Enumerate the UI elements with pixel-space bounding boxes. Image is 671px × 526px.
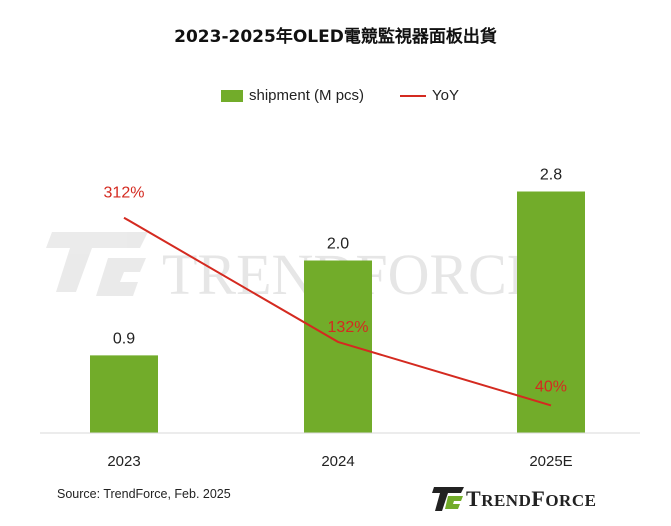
bar-value-label: 0.9 — [113, 330, 135, 347]
bar-2025E — [517, 191, 585, 433]
x-tick-label: 2023 — [107, 453, 140, 470]
legend-item-yoy: YoY — [400, 87, 459, 104]
trendforce-brand-logo: TRENDFORCE — [432, 484, 596, 514]
legend-item-shipment: shipment (M pcs) — [221, 87, 364, 104]
bar-2023 — [90, 355, 158, 433]
bar-2024 — [304, 260, 372, 433]
source-note: Source: TrendForce, Feb. 2025 — [57, 487, 231, 501]
chart-title: 2023-2025年OLED電競監視器面板出貨 — [174, 27, 497, 47]
yoy-value-label: 312% — [104, 185, 145, 202]
watermark-logo-shape — [46, 232, 148, 292]
yoy-value-label: 40% — [535, 378, 567, 395]
chart-legend: shipment (M pcs) YoY — [0, 87, 671, 107]
bar-value-label: 2.8 — [540, 167, 562, 184]
trendforce-logo-text: TRENDFORCE — [466, 486, 597, 511]
legend-swatch-line — [400, 94, 426, 97]
legend-label-shipment: shipment (M pcs) — [249, 87, 365, 104]
legend-label-yoy: YoY — [432, 87, 459, 104]
legend-swatch-bar — [221, 89, 243, 102]
yoy-line — [123, 216, 552, 407]
watermark-logo-shape-2 — [96, 258, 146, 296]
x-tick-label: 2024 — [321, 453, 354, 470]
trendforce-watermark: TRENDFORCE — [46, 232, 542, 307]
trendforce-logo-icon — [432, 487, 464, 511]
x-tick-label: 2025E — [529, 453, 572, 470]
bar-value-label: 2.0 — [327, 236, 349, 253]
yoy-value-label: 132% — [328, 319, 369, 336]
